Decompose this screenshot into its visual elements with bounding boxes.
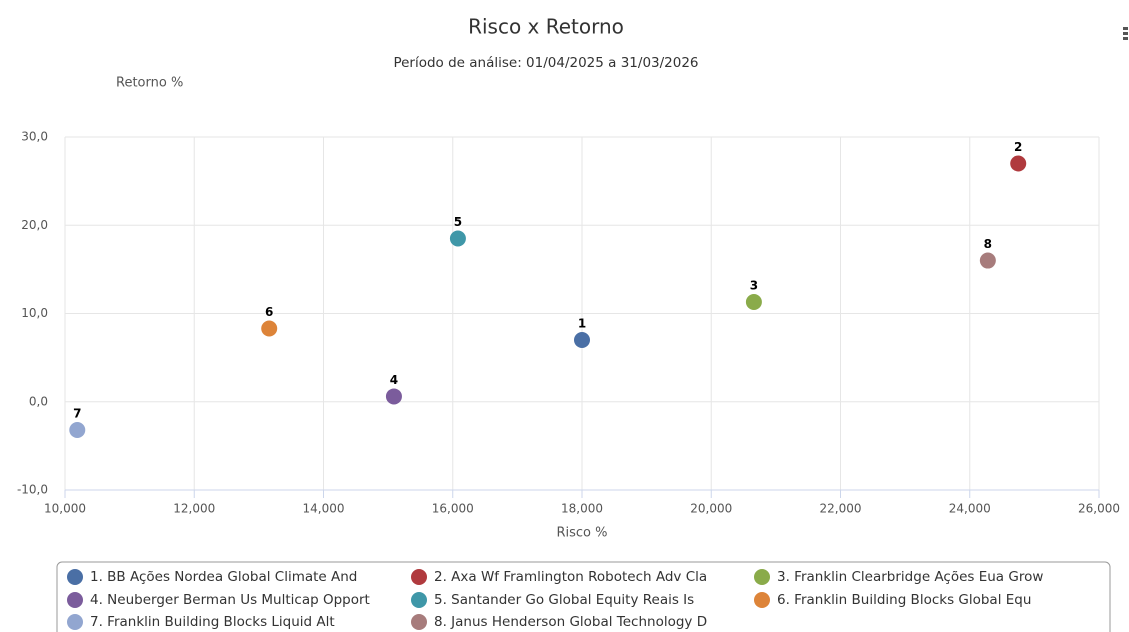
x-tick-label: 10,000 [44, 502, 86, 516]
legend-marker [411, 614, 427, 630]
y-tick-label: 30,0 [21, 130, 48, 144]
legend-label: 7. Franklin Building Blocks Liquid Alt [90, 614, 335, 630]
legend-label: 1. BB Ações Nordea Global Climate And [90, 569, 357, 585]
y-tick-label: -10,0 [17, 483, 48, 497]
point [449, 230, 466, 247]
point-label: 3 [750, 279, 758, 293]
x-tick-label: 12,000 [173, 502, 215, 516]
x-tick-label: 14,000 [303, 502, 345, 516]
x-tick-label: 26,000 [1078, 502, 1120, 516]
chart-subtitle: Período de análise: 01/04/2025 a 31/03/2… [393, 55, 698, 71]
x-tick-label: 22,000 [820, 502, 862, 516]
point [979, 252, 996, 269]
legend-label: 6. Franklin Building Blocks Global Equ [777, 592, 1031, 608]
legend-marker [67, 614, 83, 630]
point-label: 6 [265, 305, 273, 319]
legend-marker [67, 592, 83, 608]
y-axis-title: Retorno % [116, 76, 183, 91]
point-label: 1 [578, 316, 586, 330]
legend-marker [411, 569, 427, 585]
point [1010, 155, 1027, 172]
point-label: 2 [1014, 140, 1022, 154]
x-axis-title: Risco % [556, 526, 607, 541]
legend-box [56, 561, 1111, 632]
legend-label: 2. Axa Wf Framlington Robotech Adv Cla [434, 569, 707, 585]
legend-marker [67, 569, 83, 585]
point-label: 8 [984, 237, 992, 251]
y-tick-label: 10,0 [21, 306, 48, 320]
x-tick-label: 18,000 [561, 502, 603, 516]
legend-label: 3. Franklin Clearbridge Ações Eua Grow [777, 569, 1043, 585]
x-tick-label: 20,000 [690, 502, 732, 516]
point [745, 294, 762, 311]
point-label: 5 [454, 215, 462, 229]
point-label: 4 [390, 373, 398, 387]
point-label: 7 [73, 406, 81, 420]
legend-marker [754, 569, 770, 585]
point [574, 331, 590, 348]
x-tick-label: 16,000 [432, 502, 474, 516]
legend-label: 5. Santander Go Global Equity Reais Is [434, 592, 694, 608]
menu-button[interactable] [1123, 27, 1128, 40]
legend-marker [754, 592, 770, 608]
point [69, 421, 86, 438]
legend-label: 4. Neuberger Berman Us Multicap Opport [90, 592, 370, 608]
legend-marker [411, 592, 427, 608]
point [261, 320, 278, 337]
x-tick-label: 24,000 [949, 502, 991, 516]
y-tick-label: 0,0 [29, 394, 48, 408]
y-tick-label: 20,0 [21, 218, 48, 232]
legend-label: 8. Janus Henderson Global Technology D [434, 614, 707, 630]
chart-title: Risco x Retorno [468, 15, 624, 39]
point [385, 388, 402, 405]
